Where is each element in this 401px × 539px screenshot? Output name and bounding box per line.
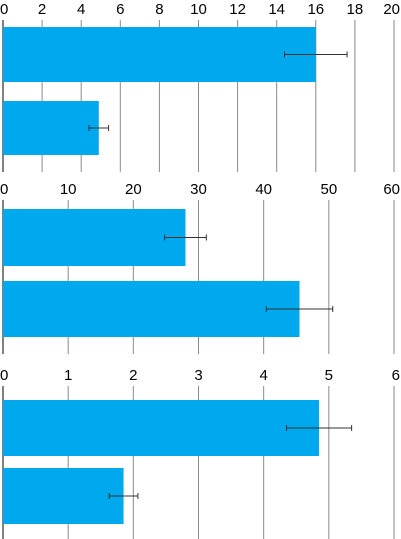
x-tick-label: 10: [190, 1, 207, 18]
x-tick-label: 16: [307, 1, 324, 18]
x-tick-label: 20: [125, 181, 142, 198]
x-tick-label: 2: [38, 1, 46, 18]
x-tick-label: 4: [77, 1, 85, 18]
x-tick-label: 1: [64, 367, 72, 384]
x-tick-label: 6: [116, 1, 124, 18]
bar-2: [3, 468, 124, 524]
chart-panel-3: 0 1 2 3 4 5 6: [0, 367, 400, 539]
x-tick-label: 5: [325, 367, 333, 384]
chart-panel-1: 0 2 4 6 8 10 12 14 16 18 20: [0, 1, 400, 172]
x-tick-label: 10: [60, 181, 77, 198]
x-tick-label: 60: [383, 181, 400, 198]
x-tick-label: 14: [268, 1, 285, 18]
x-tick-label: 0: [0, 367, 8, 384]
x-tick-label: 0: [0, 1, 8, 18]
x-tick-label: 8: [155, 1, 163, 18]
x-tick-label: 30: [190, 181, 207, 198]
x-tick-label: 3: [194, 367, 202, 384]
bar-1: [3, 209, 186, 266]
x-tick-label: 2: [129, 367, 137, 384]
x-tick-label: 6: [392, 367, 400, 384]
x-tick-label: 4: [259, 367, 267, 384]
x-tick-label: 40: [255, 181, 272, 198]
x-tick-label: 20: [383, 1, 400, 18]
bar-2: [3, 101, 99, 155]
chart-panel-2: 0 10 20 30 40 50 60: [0, 181, 400, 354]
bar-1: [3, 400, 320, 456]
x-tick-label: 0: [0, 181, 8, 198]
x-tick-label: 18: [347, 1, 364, 18]
x-tick-label: 50: [320, 181, 337, 198]
x-tick-label: 12: [229, 1, 246, 18]
bar-2: [3, 281, 300, 337]
bar-1: [3, 27, 316, 82]
